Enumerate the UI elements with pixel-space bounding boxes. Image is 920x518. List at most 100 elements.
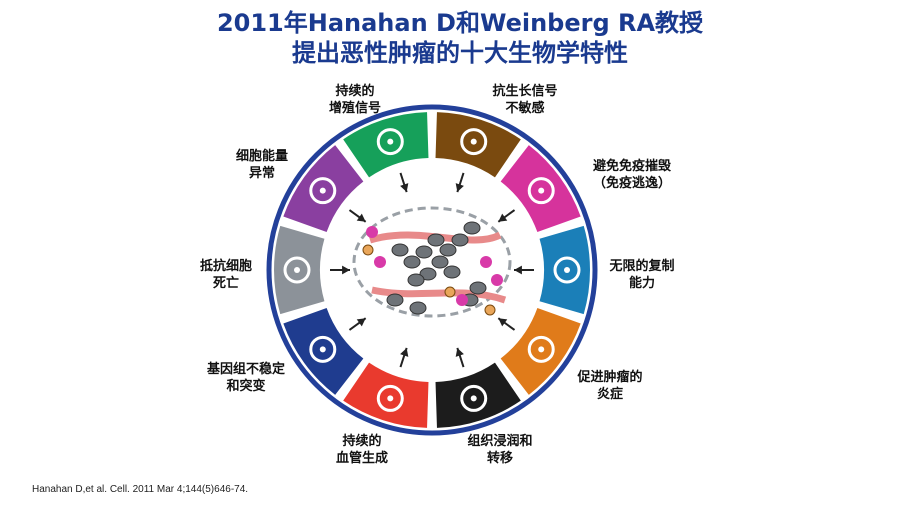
icon-dot bbox=[470, 138, 477, 145]
icon-dot bbox=[387, 138, 394, 145]
tumor-cell bbox=[463, 221, 481, 235]
arrow-head-icon bbox=[342, 265, 350, 275]
tumor-cell bbox=[386, 293, 404, 307]
icon-shape bbox=[460, 384, 488, 412]
icon-dot bbox=[470, 395, 477, 402]
immune-cell bbox=[480, 256, 492, 268]
flame-icon bbox=[527, 335, 555, 363]
immune-cell bbox=[491, 274, 503, 286]
hallmark-segment bbox=[343, 112, 429, 178]
icon-dot bbox=[294, 267, 300, 273]
hallmark-label: 基因组不稳定 和突变 bbox=[207, 361, 285, 395]
arrow-head-icon bbox=[498, 213, 508, 222]
tumor-cell bbox=[419, 267, 437, 281]
arrow-head-icon bbox=[498, 318, 508, 327]
tumor-cell bbox=[407, 273, 425, 287]
tumor-boundary bbox=[352, 206, 512, 318]
icon-dot bbox=[387, 395, 394, 402]
icon-shape bbox=[309, 335, 337, 363]
blood-vessel-icon bbox=[376, 384, 404, 412]
tumor-cell bbox=[415, 245, 433, 259]
hallmark-label: 细胞能量 异常 bbox=[236, 148, 288, 182]
hallmark-label-line1: 避免免疫摧毁 bbox=[592, 159, 672, 174]
arrow-head-icon bbox=[400, 183, 409, 193]
citation: Hanahan D,et al. Cell. 2011 Mar 4;144(5)… bbox=[32, 484, 249, 495]
hallmark-label: 持续的 增殖信号 bbox=[329, 83, 381, 117]
hallmark-label-line2: 血管生成 bbox=[335, 451, 389, 466]
icon-dot bbox=[538, 187, 545, 194]
hallmark-label-line1: 持续的 bbox=[335, 84, 375, 99]
hallmark-label-line1: 无限的复制 bbox=[609, 259, 675, 274]
tumor-cell bbox=[391, 243, 409, 257]
tumor-cell bbox=[409, 301, 427, 315]
icon-dot bbox=[319, 187, 326, 194]
title-line-1: 2011年Hanahan D和Weinberg RA教授 bbox=[216, 9, 704, 37]
hallmark-segment bbox=[343, 362, 429, 428]
hallmark-segment bbox=[435, 112, 521, 178]
hallmark-label-line2: 增殖信号 bbox=[328, 101, 382, 116]
hallmark-label-line1: 持续的 bbox=[342, 434, 382, 449]
arrow-head-icon bbox=[514, 265, 522, 275]
dna-icon bbox=[309, 335, 337, 363]
fibroblast bbox=[444, 286, 456, 298]
hallmark-label: 抗生长信号 不敏感 bbox=[492, 83, 557, 117]
hallmark-label-line1: 细胞能量 bbox=[235, 149, 289, 164]
infinity-icon bbox=[553, 256, 581, 284]
hallmark-label-line2: 炎症 bbox=[596, 387, 624, 402]
hallmark-segment bbox=[435, 362, 521, 428]
fibroblast bbox=[362, 244, 374, 256]
icon-shape bbox=[527, 177, 555, 205]
hallmark-label-line1: 抵抗细胞 bbox=[199, 259, 253, 274]
hallmark-label-line2: 能力 bbox=[628, 276, 656, 291]
immune-cell bbox=[366, 226, 378, 238]
immune-cell bbox=[374, 256, 386, 268]
tumor-cell bbox=[469, 281, 487, 295]
icon-shape bbox=[553, 256, 581, 284]
hallmark-label-line1: 抗生长信号 bbox=[492, 84, 558, 99]
hallmark-label-line2: （免疫逃逸） bbox=[592, 176, 672, 191]
hallmark-label: 抵抗细胞 死亡 bbox=[200, 258, 252, 292]
immune-cell-icon bbox=[527, 177, 555, 205]
fibroblast bbox=[484, 304, 496, 316]
hallmark-label: 促进肿瘤的 炎症 bbox=[577, 369, 642, 403]
hallmark-label-line2: 转移 bbox=[486, 451, 514, 466]
arrow-head-icon bbox=[455, 183, 464, 193]
tumor-cell bbox=[403, 255, 421, 269]
icon-dot bbox=[538, 346, 545, 353]
hallmark-label-line2: 死亡 bbox=[212, 276, 240, 291]
hallmark-label: 无限的复制 能力 bbox=[609, 258, 674, 292]
arrow-head-icon bbox=[356, 318, 366, 327]
hallmark-label: 持续的 血管生成 bbox=[336, 433, 388, 467]
hallmark-label-line2: 和突变 bbox=[226, 379, 266, 394]
tumor-cell bbox=[431, 255, 449, 269]
immune-cell bbox=[456, 294, 468, 306]
tumor-cell bbox=[443, 265, 461, 279]
tumor-cell bbox=[427, 233, 445, 247]
tumor-cell bbox=[439, 243, 457, 257]
icon-dot bbox=[319, 346, 326, 353]
outer-ring bbox=[266, 104, 598, 436]
atom-icon bbox=[309, 177, 337, 205]
hallmark-label-line1: 基因组不稳定 bbox=[206, 362, 286, 377]
title-line-2: 提出恶性肿瘤的十大生物学特性 bbox=[292, 39, 628, 67]
hallmark-label-line1: 组织浸润和 bbox=[467, 434, 533, 449]
hallmark-label-line2: 不敏感 bbox=[505, 101, 545, 116]
icon-shape bbox=[376, 384, 404, 412]
icon-shape bbox=[527, 335, 555, 363]
icon-shape bbox=[460, 128, 488, 156]
arrow-head-icon bbox=[356, 213, 366, 222]
no-entry-icon bbox=[460, 128, 488, 156]
icon-shape bbox=[376, 128, 404, 156]
icon-shape bbox=[309, 177, 337, 205]
icon-shape bbox=[283, 256, 311, 284]
icon-dot bbox=[564, 267, 570, 273]
arrow-up-right-icon bbox=[376, 128, 404, 156]
hallmark-label: 组织浸润和 转移 bbox=[467, 433, 532, 467]
tumor-cell bbox=[451, 233, 469, 247]
hallmark-label-line2: 异常 bbox=[248, 166, 276, 181]
arrow-head-icon bbox=[400, 347, 409, 357]
hallmark-label: 避免免疫摧毁 （免疫逃逸） bbox=[593, 158, 671, 192]
migrating-cell-icon bbox=[460, 384, 488, 412]
